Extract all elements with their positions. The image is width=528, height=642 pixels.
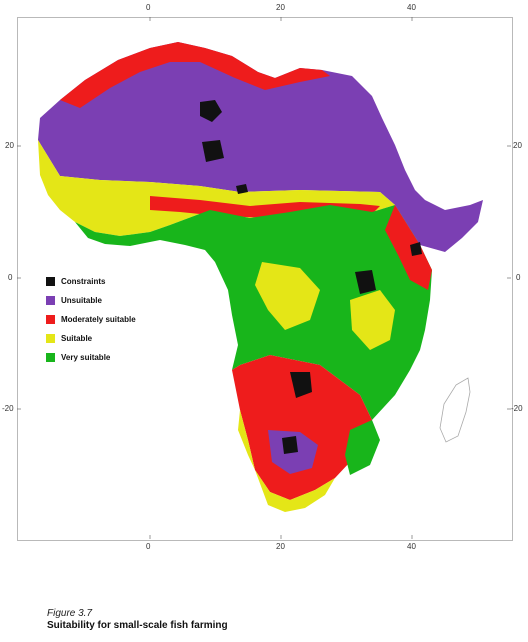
legend-label: Constraints bbox=[61, 277, 106, 286]
lon-label-bottom-20: 20 bbox=[276, 542, 285, 551]
lon-label-top-20: 20 bbox=[276, 3, 285, 12]
legend-label: Very suitable bbox=[61, 353, 111, 362]
lat-label-right-20: 20 bbox=[513, 141, 522, 150]
legend-swatch bbox=[46, 296, 55, 305]
region-suitable-central-patch bbox=[255, 262, 320, 330]
lat-label-left-minus20: -20 bbox=[2, 404, 14, 413]
legend-label: Unsuitable bbox=[61, 296, 102, 305]
legend-item-moderately-suitable: Moderately suitable bbox=[46, 310, 136, 329]
legend-swatch bbox=[46, 315, 55, 324]
legend-swatch bbox=[46, 334, 55, 343]
figure-number: Figure 3.7 bbox=[47, 608, 93, 619]
legend: Constraints Unsuitable Moderately suitab… bbox=[46, 272, 136, 367]
legend-swatch bbox=[46, 277, 55, 286]
region-very-suitable-southeast bbox=[345, 420, 380, 475]
lon-label-bottom-40: 40 bbox=[407, 542, 416, 551]
figure-title: Suitability for small-scale fish farming bbox=[47, 620, 228, 631]
legend-label: Moderately suitable bbox=[61, 315, 136, 324]
legend-swatch bbox=[46, 353, 55, 362]
region-moderate-east bbox=[385, 205, 432, 290]
lat-label-left-0: 0 bbox=[8, 273, 13, 282]
region-moderate-south bbox=[232, 355, 372, 500]
region-suitable-sahel bbox=[38, 140, 395, 236]
region-very-suitable-central bbox=[75, 205, 432, 420]
figure-caption: Figure 3.7 Suitability for small-scale f… bbox=[47, 608, 228, 631]
legend-item-constraints: Constraints bbox=[46, 272, 136, 291]
legend-item-suitable: Suitable bbox=[46, 329, 136, 348]
legend-item-very-suitable: Very suitable bbox=[46, 348, 136, 367]
madagascar-outline bbox=[439, 377, 471, 443]
lon-label-top-40: 40 bbox=[407, 3, 416, 12]
legend-label: Suitable bbox=[61, 334, 93, 343]
lon-label-top-0: 0 bbox=[146, 3, 151, 12]
region-suitable-east-patch bbox=[350, 290, 395, 350]
region-unsuitable-north bbox=[38, 42, 483, 252]
legend-item-unsuitable: Unsuitable bbox=[46, 291, 136, 310]
region-moderate-north-coast bbox=[60, 42, 330, 108]
constraint-areas bbox=[200, 100, 422, 454]
lat-label-right-minus20: -20 bbox=[511, 404, 523, 413]
lat-label-left-20: 20 bbox=[5, 141, 14, 150]
graticule-ticks bbox=[17, 17, 511, 539]
lat-label-right-0: 0 bbox=[516, 273, 521, 282]
lon-label-bottom-0: 0 bbox=[146, 542, 151, 551]
region-suitable-south bbox=[238, 410, 335, 512]
